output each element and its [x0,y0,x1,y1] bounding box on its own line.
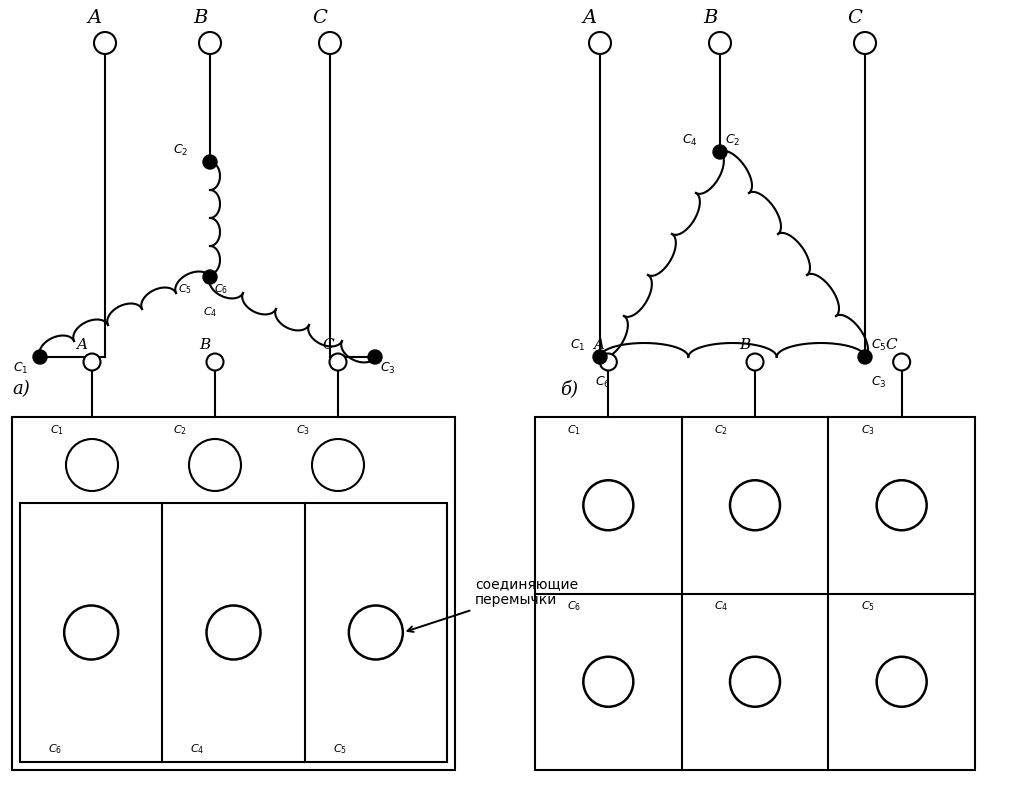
Text: $C_1$: $C_1$ [569,338,585,353]
Circle shape [189,439,241,491]
Text: A: A [88,9,102,27]
Circle shape [319,32,341,54]
Text: $C_5$: $C_5$ [860,600,874,613]
Text: B: B [702,9,717,27]
Text: $C_3$: $C_3$ [860,423,874,437]
Circle shape [746,353,764,371]
Circle shape [877,657,927,706]
Circle shape [589,32,611,54]
Text: $C_6$: $C_6$ [595,375,610,390]
Circle shape [203,270,217,284]
Text: A: A [77,338,87,352]
Text: $C_4$: $C_4$ [203,305,217,319]
Circle shape [709,32,731,54]
Text: B: B [739,338,751,352]
Text: $C_5$: $C_5$ [178,282,193,295]
Circle shape [893,353,910,371]
Circle shape [854,32,876,54]
Circle shape [600,353,616,371]
Circle shape [877,480,927,531]
Text: $C_4$: $C_4$ [190,742,205,756]
Text: $C_6$: $C_6$ [214,282,228,295]
Circle shape [203,155,217,169]
Text: $C_2$: $C_2$ [714,423,728,437]
Circle shape [84,353,100,371]
Circle shape [730,480,780,531]
Text: $C_2$: $C_2$ [173,423,187,437]
Text: $C_1$: $C_1$ [12,361,28,376]
Text: $C_3$: $C_3$ [871,375,887,390]
Text: $C_3$: $C_3$ [296,423,310,437]
Circle shape [858,350,872,364]
Text: $C_5$: $C_5$ [333,742,347,756]
Circle shape [368,350,382,364]
Bar [12,417,455,770]
Text: б): б) [560,380,578,398]
Text: B: B [200,338,211,352]
Text: $C_6$: $C_6$ [567,600,582,613]
Text: $C_1$: $C_1$ [567,423,582,437]
Circle shape [199,32,221,54]
Circle shape [66,439,118,491]
Text: $C_4$: $C_4$ [714,600,728,613]
Circle shape [349,606,402,660]
Text: $C_2$: $C_2$ [725,133,740,148]
Text: A: A [593,338,604,352]
Text: C: C [886,338,897,352]
Circle shape [584,657,633,706]
Circle shape [593,350,607,364]
Bar [20,503,447,762]
Circle shape [713,145,727,159]
Text: C: C [312,9,328,27]
Circle shape [207,353,223,371]
Text: B: B [193,9,207,27]
Text: $C_2$: $C_2$ [173,143,188,158]
Circle shape [207,606,260,660]
Text: $C_1$: $C_1$ [50,423,65,437]
Text: A: A [583,9,597,27]
Text: C: C [848,9,862,27]
Text: $C_4$: $C_4$ [682,133,698,148]
Text: $C_3$: $C_3$ [380,361,395,376]
Text: соединяющие
перемычки: соединяющие перемычки [408,577,579,632]
Circle shape [584,480,633,531]
Bar [535,417,975,770]
Circle shape [730,657,780,706]
Text: а): а) [12,380,30,398]
Circle shape [94,32,116,54]
Circle shape [33,350,47,364]
Text: $C_6$: $C_6$ [48,742,62,756]
Text: $C_5$: $C_5$ [871,338,887,353]
Circle shape [65,606,118,660]
Circle shape [330,353,346,371]
Circle shape [312,439,364,491]
Text: C: C [323,338,334,352]
